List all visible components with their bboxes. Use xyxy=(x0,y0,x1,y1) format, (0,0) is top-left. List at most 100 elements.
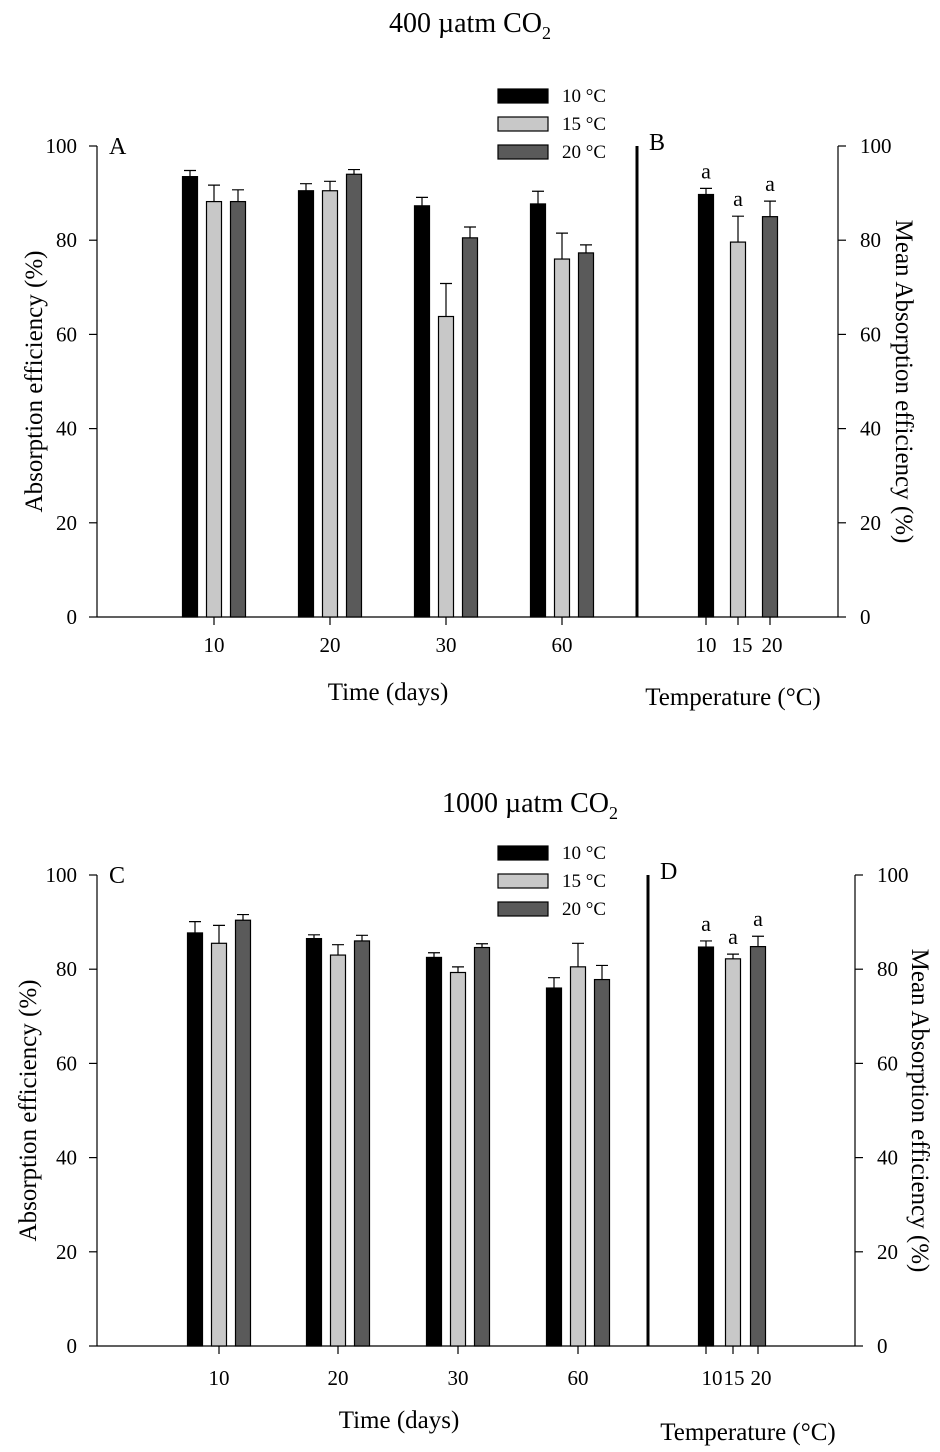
error-bar xyxy=(189,921,201,933)
co2-title-text: 1000 µatm CO xyxy=(442,788,609,819)
x-tick-label: 10 xyxy=(209,1366,230,1390)
bar xyxy=(437,315,455,618)
x-tick-label: 20 xyxy=(751,1366,772,1390)
legend-swatch xyxy=(497,88,549,104)
x-tick-label: 15 xyxy=(724,1366,745,1390)
error-bar xyxy=(752,935,764,947)
error-bar xyxy=(548,977,560,989)
legend-label: 15 °C xyxy=(562,114,606,135)
panel-letter: B xyxy=(649,130,665,156)
x-tick-label: 20 xyxy=(328,1366,349,1390)
x-tick-label: 60 xyxy=(568,1366,589,1390)
co2-subscript: 2 xyxy=(542,23,551,43)
significance-letter: a xyxy=(753,906,763,931)
panel-letter: C xyxy=(109,863,125,889)
x-axis-title: Time (days) xyxy=(339,1407,460,1434)
bar xyxy=(181,176,199,618)
error-bar xyxy=(300,183,312,191)
y-axis-title: Mean Absorption efficiency (%) xyxy=(890,220,917,544)
error-bar xyxy=(184,169,196,177)
right-y-tick-label: 40 xyxy=(860,417,881,441)
legend-swatch xyxy=(497,144,549,160)
left-y-tick-label: 80 xyxy=(56,228,77,252)
bar xyxy=(761,216,779,618)
error-bar xyxy=(428,952,440,958)
bar xyxy=(353,940,371,1347)
bar xyxy=(329,954,347,1347)
bar xyxy=(413,205,431,618)
left-y-tick-label: 0 xyxy=(67,605,78,629)
bar xyxy=(569,966,587,1347)
significance-letter: a xyxy=(701,158,711,183)
bar xyxy=(529,203,547,618)
bar xyxy=(593,978,611,1347)
co2-title: 1000 µatm CO2 xyxy=(442,788,618,823)
legend-label: 15 °C xyxy=(562,871,606,892)
right-y-tick-label: 40 xyxy=(877,1146,898,1170)
error-bar xyxy=(476,943,488,948)
left-y-tick-label: 100 xyxy=(46,134,78,158)
error-bar xyxy=(208,184,220,202)
x-tick-label: 20 xyxy=(320,633,341,657)
error-bar xyxy=(356,934,368,941)
legend-label: 20 °C xyxy=(562,899,606,920)
left-y-tick-label: 100 xyxy=(46,863,78,887)
bar xyxy=(234,919,252,1347)
left-y-tick-label: 40 xyxy=(56,417,77,441)
error-bar xyxy=(348,168,360,175)
right-y-tick-label: 60 xyxy=(877,1051,898,1075)
right-y-tick-label: 80 xyxy=(860,228,881,252)
x-tick-label: 30 xyxy=(448,1366,469,1390)
error-bar xyxy=(727,953,739,959)
bar xyxy=(729,241,747,618)
bar xyxy=(449,971,467,1347)
legend-swatch xyxy=(497,116,549,132)
left-y-tick-label: 20 xyxy=(56,1240,77,1264)
x-tick-label: 10 xyxy=(702,1366,723,1390)
bar xyxy=(545,987,563,1347)
bar xyxy=(724,958,742,1347)
significance-letter: a xyxy=(701,911,711,936)
x-tick-label: 20 xyxy=(762,633,783,657)
right-y-tick-label: 100 xyxy=(860,134,892,158)
left-y-tick-label: 0 xyxy=(67,1334,78,1358)
right-y-tick-label: 20 xyxy=(860,511,881,535)
x-tick-label: 10 xyxy=(204,633,225,657)
bar xyxy=(577,252,595,618)
error-bar xyxy=(237,913,249,921)
x-tick-label: 60 xyxy=(552,633,573,657)
error-bar xyxy=(532,190,544,204)
left-y-tick-label: 80 xyxy=(56,957,77,981)
legend-label: 10 °C xyxy=(562,86,606,107)
error-bar xyxy=(700,940,712,948)
significance-letter: a xyxy=(765,171,775,196)
bar xyxy=(425,956,443,1347)
bar xyxy=(321,190,339,618)
error-bar xyxy=(732,215,744,243)
bar xyxy=(210,942,228,1347)
error-bar xyxy=(764,200,776,217)
error-bar xyxy=(700,187,712,195)
right-y-tick-label: 0 xyxy=(877,1334,888,1358)
x-tick-label: 15 xyxy=(732,633,753,657)
error-bar xyxy=(232,189,244,202)
bar xyxy=(697,946,715,1347)
co2-subscript: 2 xyxy=(609,803,618,823)
bar xyxy=(553,258,571,618)
right-y-tick-label: 60 xyxy=(860,322,881,346)
error-bar xyxy=(580,244,592,253)
error-bar xyxy=(464,226,476,238)
right-y-tick-label: 100 xyxy=(877,863,909,887)
legend-swatch xyxy=(497,873,549,889)
legend-label: 20 °C xyxy=(562,142,606,163)
x-axis-title: Temperature (°C) xyxy=(645,684,821,711)
right-y-tick-label: 80 xyxy=(877,957,898,981)
co2-title: 400 µatm CO2 xyxy=(389,8,551,43)
error-bar xyxy=(596,964,608,980)
bar xyxy=(297,190,315,618)
significance-letter: a xyxy=(728,924,738,949)
x-tick-label: 30 xyxy=(436,633,457,657)
error-bar xyxy=(556,232,568,260)
bar xyxy=(473,946,491,1347)
